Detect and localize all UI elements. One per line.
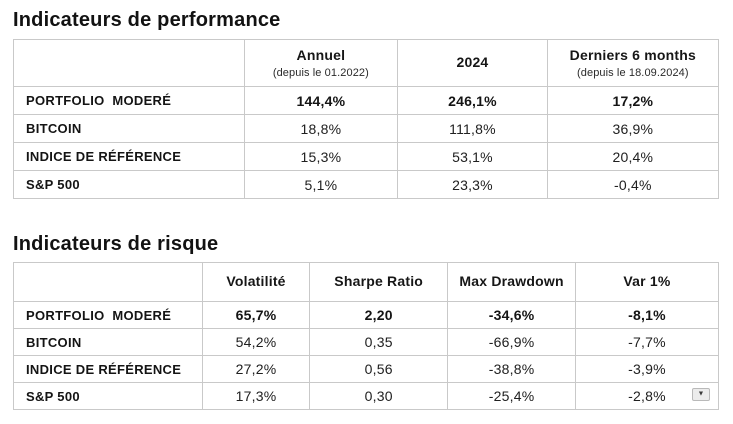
performance-title: Indicateurs de performance xyxy=(13,9,281,31)
column-label: Volatilité xyxy=(226,273,286,290)
row-label: INDICE DE RÉFÉRENCE xyxy=(13,142,245,171)
cell-value: 18,8% xyxy=(243,114,399,143)
performance-col-annuel: Annuel (depuis le 01.2022) xyxy=(243,39,399,87)
column-label: 2024 xyxy=(456,54,489,71)
row-label: BITCOIN xyxy=(13,328,203,356)
table-row-portfolio-modere: PORTFOLIO MODERÉ 65,7% 2,20 -34,6% -8,1% xyxy=(13,301,720,329)
risk-col-sharpe-ratio: Sharpe Ratio xyxy=(309,262,449,302)
performance-col-2024: 2024 xyxy=(397,39,548,87)
risk-col-max-drawdown: Max Drawdown xyxy=(447,262,576,302)
performance-table: Annuel (depuis le 01.2022) 2024 Derniers… xyxy=(13,39,720,199)
table-row-bitcoin: BITCOIN 18,8% 111,8% 36,9% xyxy=(13,114,720,143)
risk-title: Indicateurs de risque xyxy=(13,233,219,255)
dropdown-button[interactable]: ▼ xyxy=(692,388,710,401)
cell-value: 20,4% xyxy=(546,142,720,171)
risk-table: Volatilité Sharpe Ratio Max Drawdown Var… xyxy=(13,262,720,410)
cell-value: 53,1% xyxy=(397,142,548,171)
cell-value: 144,4% xyxy=(243,86,399,115)
cell-value: -3,9% xyxy=(574,355,720,383)
cell-value: 5,1% xyxy=(243,170,399,199)
column-label: Var 1% xyxy=(623,273,671,290)
table-row-bitcoin: BITCOIN 54,2% 0,35 -66,9% -7,7% xyxy=(13,328,720,356)
risk-col-volatilite: Volatilité xyxy=(201,262,311,302)
cell-value: 0,30 xyxy=(309,382,449,410)
risk-corner-cell xyxy=(13,262,203,302)
cell-value: -8,1% xyxy=(574,301,720,329)
performance-col-derniers-6-months: Derniers 6 months (depuis le 18.09.2024) xyxy=(546,39,720,87)
table-row-portfolio-modere: PORTFOLIO MODERÉ 144,4% 246,1% 17,2% xyxy=(13,86,720,115)
cell-value: 0,35 xyxy=(309,328,449,356)
cell-value: 27,2% xyxy=(201,355,311,383)
cell-value: 246,1% xyxy=(397,86,548,115)
table-row-indice-de-reference: INDICE DE RÉFÉRENCE 27,2% 0,56 -38,8% -3… xyxy=(13,355,720,383)
cell-value: -66,9% xyxy=(447,328,576,356)
table-row-indice-de-reference: INDICE DE RÉFÉRENCE 15,3% 53,1% 20,4% xyxy=(13,142,720,171)
cell-value: 111,8% xyxy=(397,114,548,143)
risk-header-row: Volatilité Sharpe Ratio Max Drawdown Var… xyxy=(13,262,720,302)
row-label: PORTFOLIO MODERÉ xyxy=(13,301,203,329)
cell-value: 15,3% xyxy=(243,142,399,171)
report-page: Indicateurs de performance Annuel (depui… xyxy=(13,9,720,410)
cell-value: 17,3% xyxy=(201,382,311,410)
chevron-down-icon: ▼ xyxy=(697,390,705,398)
cell-value: -25,4% xyxy=(447,382,576,410)
column-label: Derniers 6 months xyxy=(569,46,696,63)
cell-value: 0,56 xyxy=(309,355,449,383)
table-row-sp500: S&P 500 17,3% 0,30 -25,4% -2,8% xyxy=(13,382,720,410)
cell-value: 2,20 xyxy=(309,301,449,329)
cell-value: 65,7% xyxy=(201,301,311,329)
cell-value: 54,2% xyxy=(201,328,311,356)
cell-value: -0,4% xyxy=(546,170,720,199)
cell-value: -34,6% xyxy=(447,301,576,329)
row-label: BITCOIN xyxy=(13,114,245,143)
column-sublabel: (depuis le 01.2022) xyxy=(272,67,369,80)
risk-col-var-1pct: Var 1% xyxy=(574,262,720,302)
column-sublabel: (depuis le 18.09.2024) xyxy=(577,67,689,80)
row-label: S&P 500 xyxy=(13,382,203,410)
performance-corner-cell xyxy=(13,39,245,87)
cell-value: -38,8% xyxy=(447,355,576,383)
cell-value: 23,3% xyxy=(397,170,548,199)
cell-value: -7,7% xyxy=(574,328,720,356)
column-label: Max Drawdown xyxy=(459,273,564,290)
performance-header-row: Annuel (depuis le 01.2022) 2024 Derniers… xyxy=(13,39,720,87)
row-label: INDICE DE RÉFÉRENCE xyxy=(13,355,203,383)
table-row-sp500: S&P 500 5,1% 23,3% -0,4% xyxy=(13,170,720,199)
row-label: PORTFOLIO MODERÉ xyxy=(13,86,245,115)
row-label: S&P 500 xyxy=(13,170,245,199)
cell-value: 17,2% xyxy=(546,86,720,115)
column-label: Sharpe Ratio xyxy=(334,273,424,290)
cell-value: 36,9% xyxy=(546,114,720,143)
column-label: Annuel xyxy=(296,46,346,63)
